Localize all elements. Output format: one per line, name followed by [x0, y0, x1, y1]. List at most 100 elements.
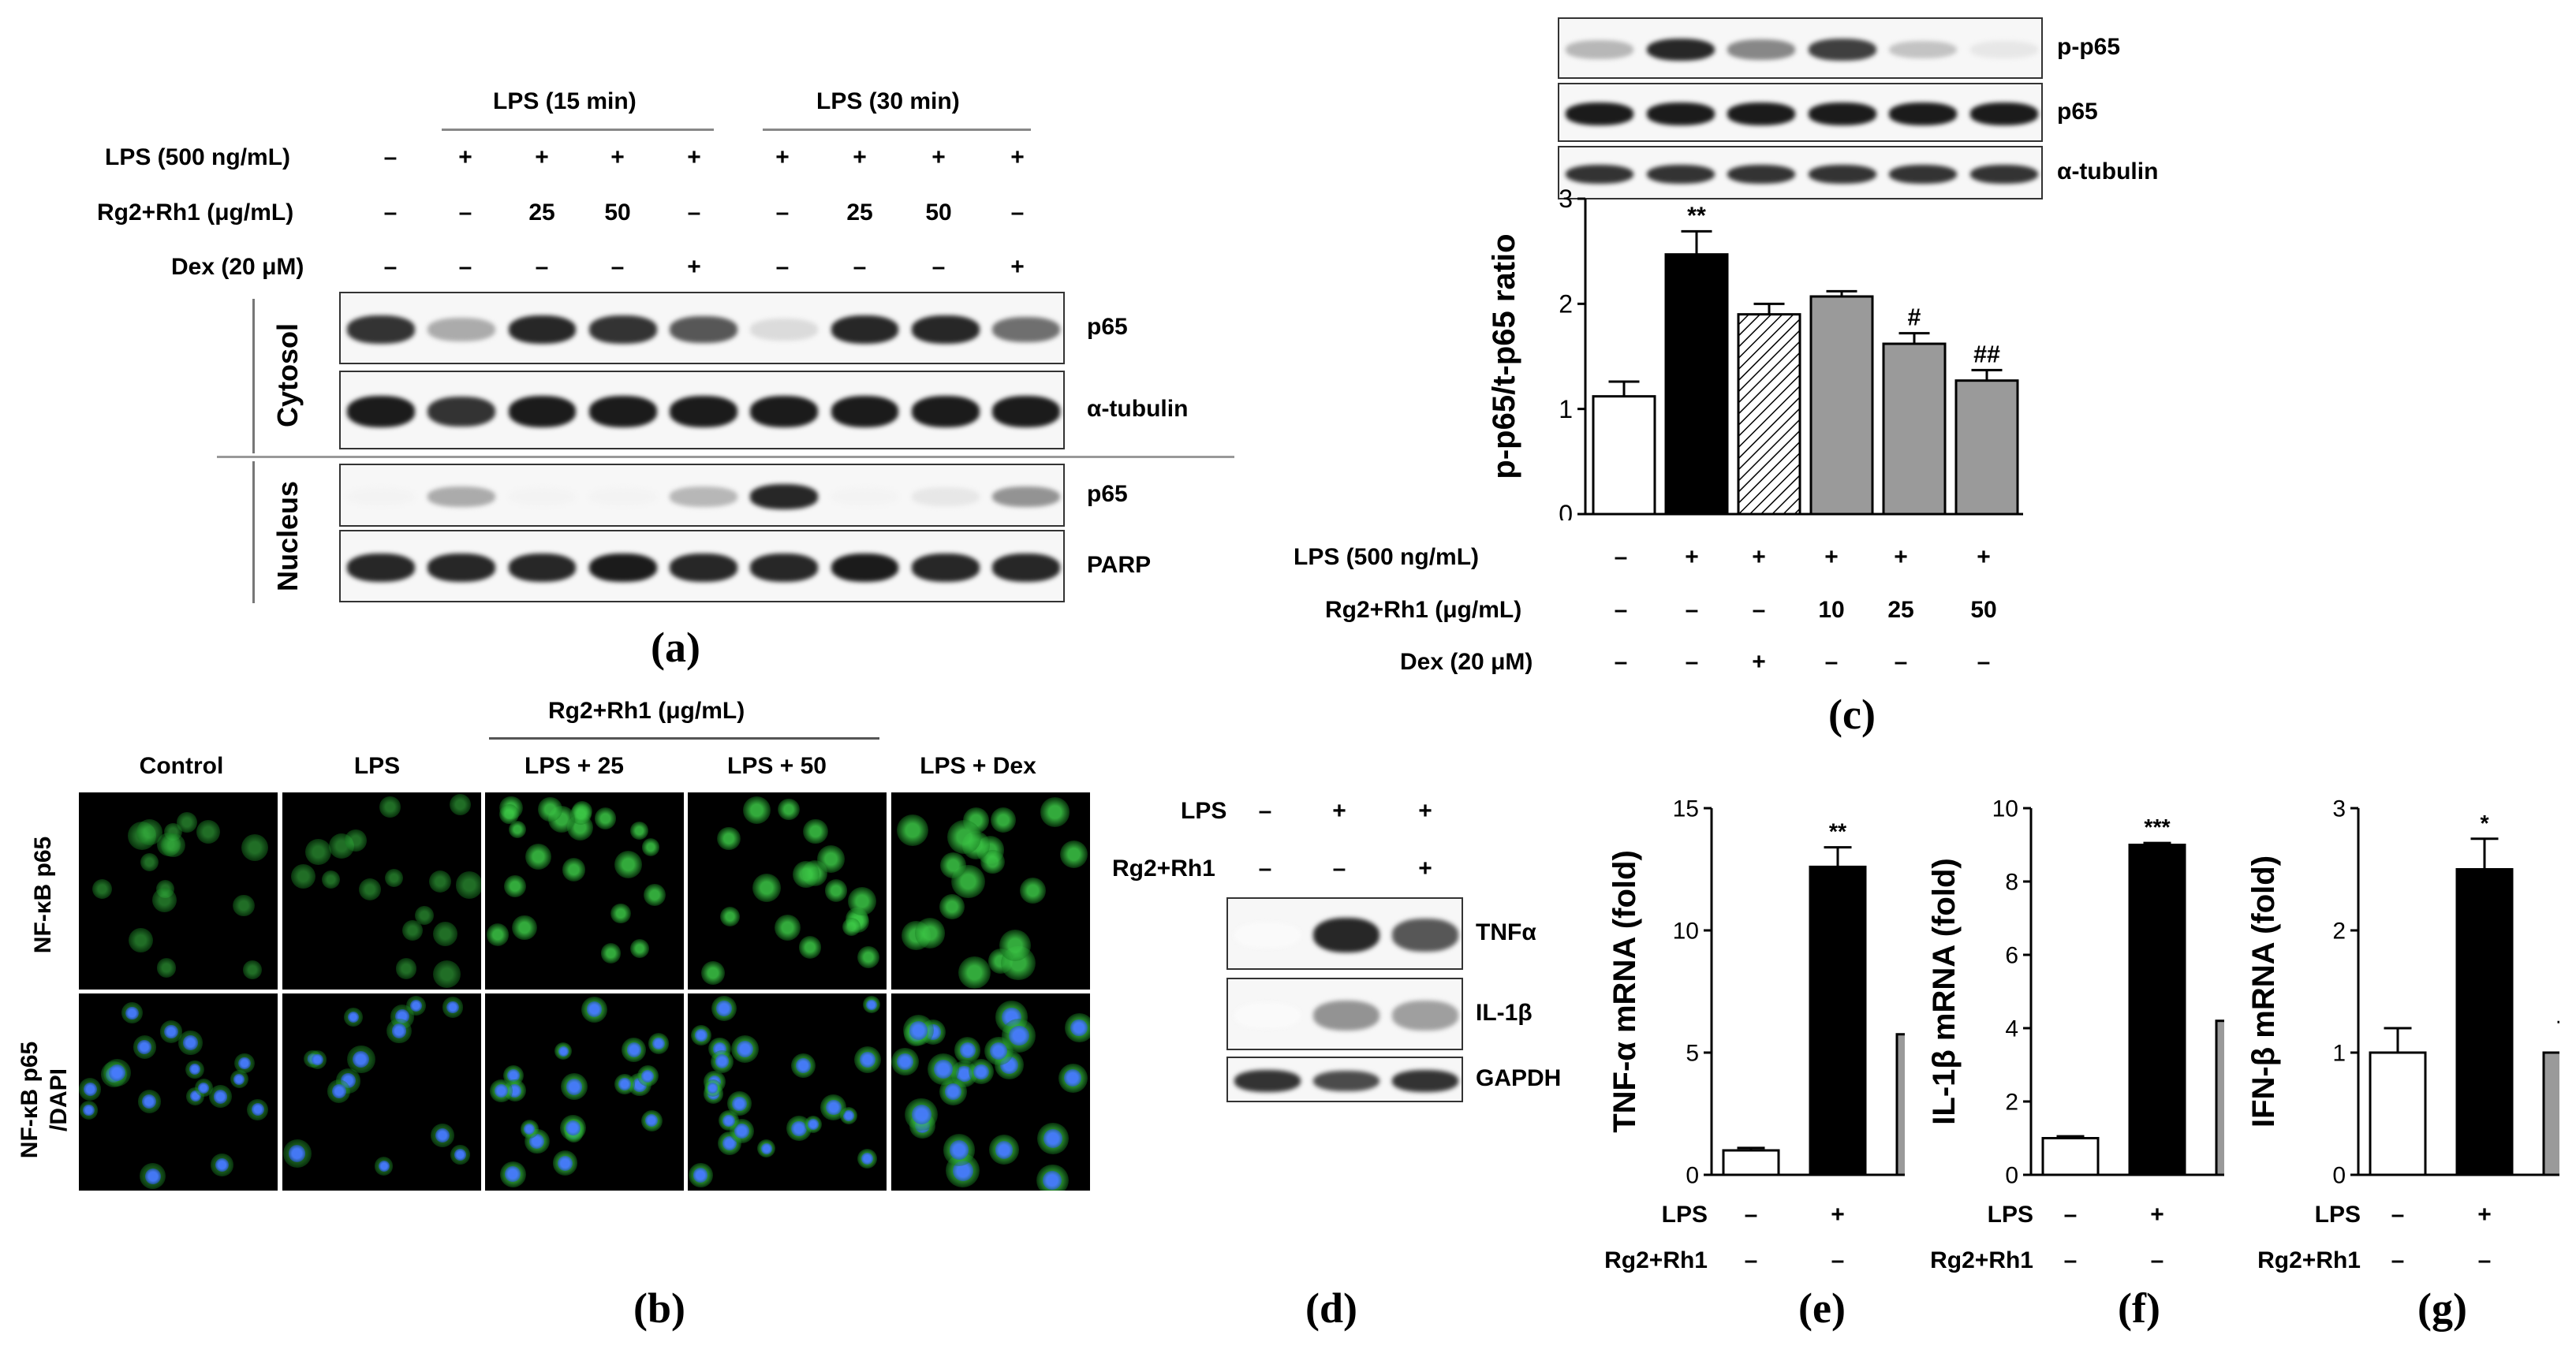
- c-blot-0: [1558, 17, 2043, 79]
- a-blot-3-band: [508, 554, 577, 582]
- micrograph-r1-c1: [282, 993, 481, 1191]
- treatment-symbol: +: [1831, 1202, 1845, 1228]
- blue-nucleus: [215, 1158, 229, 1172]
- a-row0-symbol-5: +: [775, 144, 790, 170]
- green-cell: [136, 818, 163, 845]
- b-column-label-2: LPS + 25: [525, 753, 624, 779]
- a-row2-symbol-5: –: [775, 254, 790, 280]
- y-axis-label: IL-1β mRNA (fold): [1927, 858, 1962, 1124]
- d-row1-symbol-0: –: [1258, 855, 1272, 882]
- treatment-symbol: –: [2151, 1247, 2164, 1273]
- treatment-symbol: +: [2150, 1202, 2164, 1228]
- blue-nucleus: [454, 1149, 466, 1161]
- blue-nucleus: [435, 1128, 450, 1143]
- blue-nucleus: [312, 1054, 323, 1066]
- c-blot-1-band: [1808, 103, 1876, 125]
- c-row2-symbol-5: –: [1977, 649, 1991, 675]
- d-blot-0-band: [1313, 917, 1379, 953]
- green-cell: [345, 829, 367, 852]
- d-blot-2: [1226, 1057, 1463, 1102]
- blue-nucleus: [183, 1035, 198, 1050]
- blue-nucleus: [734, 1124, 749, 1139]
- a-blot-3-band: [831, 553, 899, 583]
- d-row0-symbol-1: +: [1332, 798, 1346, 824]
- green-cell: [196, 819, 221, 844]
- b-column-label-1: LPS: [353, 753, 401, 779]
- green-cell: [799, 936, 822, 959]
- treatment-row-label: Rg2+Rh1: [2257, 1247, 2361, 1273]
- green-cell: [600, 943, 621, 964]
- bar: [1737, 313, 1801, 516]
- a-row0-symbol-6: +: [853, 144, 867, 170]
- blue-nucleus: [909, 1021, 928, 1040]
- bar: [1809, 295, 1874, 516]
- green-cell: [717, 827, 741, 851]
- significance-label: #: [1908, 304, 1921, 331]
- a-row-label-lps: LPS (500 ng/mL): [105, 144, 291, 170]
- green-cell: [793, 860, 819, 888]
- green-cell: [233, 894, 255, 917]
- c-blot-0-band: [1566, 40, 1634, 59]
- a-blot-3-band: [911, 554, 980, 582]
- y-tick-label: 2: [2005, 1090, 2018, 1116]
- treatment-symbol: –: [2391, 1247, 2405, 1273]
- c-row0-symbol-2: +: [1752, 544, 1766, 570]
- green-cell: [321, 870, 340, 889]
- blue-nucleus: [189, 1064, 201, 1075]
- green-cell: [379, 796, 401, 818]
- green-cell: [129, 927, 154, 953]
- a-blot-1-band: [991, 396, 1060, 427]
- blue-nucleus: [716, 1001, 732, 1016]
- a-blot-1-band: [670, 396, 737, 427]
- blue-nucleus: [695, 1029, 707, 1042]
- c-row0-symbol-0: –: [1614, 544, 1628, 570]
- c-row-label-dex: Dex (20 μM): [1400, 649, 1533, 675]
- treatment-symbol: –: [2478, 1247, 2492, 1273]
- y-axis-label: IFN-β mRNA (fold): [2246, 855, 2281, 1128]
- a-blot-1-band: [911, 396, 980, 427]
- c-row1-symbol-5: 50: [1970, 597, 1997, 623]
- blue-nucleus: [331, 1084, 346, 1098]
- a-row1-symbol-1: –: [458, 199, 472, 226]
- a-blot-2-band: [831, 487, 899, 506]
- b-column-label-3: LPS + 50: [727, 753, 827, 779]
- d-blot-0-band: [1392, 919, 1458, 952]
- blue-nucleus: [586, 1001, 603, 1018]
- treatment-symbol: +: [2477, 1202, 2492, 1228]
- treatment-row-label: LPS: [2315, 1202, 2361, 1228]
- blue-nucleus: [348, 1011, 360, 1023]
- green-cell: [999, 929, 1032, 961]
- treatment-row-label: Rg2+Rh1: [1604, 1247, 1708, 1273]
- green-cell: [641, 838, 660, 856]
- green-cell: [525, 844, 552, 870]
- a-blot-2-band: [588, 487, 657, 506]
- c-blot-0-band: [1808, 39, 1876, 61]
- d-blot-2-label: GAPDH: [1476, 1065, 1562, 1091]
- c-blot-1-band: [1889, 103, 1958, 125]
- c-row1-symbol-1: –: [1685, 597, 1699, 623]
- a-row2-symbol-2: –: [535, 254, 549, 280]
- a-blot-0-band: [750, 319, 819, 341]
- c-blot-1-band: [1969, 103, 2038, 125]
- a-blot-2-band: [991, 486, 1060, 508]
- green-cell: [562, 857, 586, 882]
- green-cell: [991, 807, 1017, 833]
- micrograph-r1-c4: [891, 993, 1090, 1191]
- significance-label: ##: [1973, 341, 2000, 367]
- green-cell: [429, 870, 452, 893]
- green-cell: [610, 903, 631, 924]
- green-cell: [152, 888, 177, 913]
- treatment-row-label: Rg2+Rh1: [1930, 1247, 2033, 1273]
- bar: [1592, 395, 1656, 516]
- blue-nucleus: [760, 1142, 772, 1154]
- y-tick-label: 10: [1673, 919, 1699, 945]
- d-row-label-rg2: Rg2+Rh1: [1112, 855, 1215, 882]
- d-blot-1-label: IL-1β: [1476, 1000, 1533, 1026]
- y-tick-label: 1: [1559, 395, 1573, 423]
- significance-label: **: [1829, 820, 1847, 845]
- blue-nucleus: [558, 1046, 569, 1057]
- y-tick-label: 0: [1559, 500, 1573, 520]
- d-row1-symbol-1: –: [1332, 855, 1346, 882]
- a-row2-symbol-6: –: [853, 254, 867, 280]
